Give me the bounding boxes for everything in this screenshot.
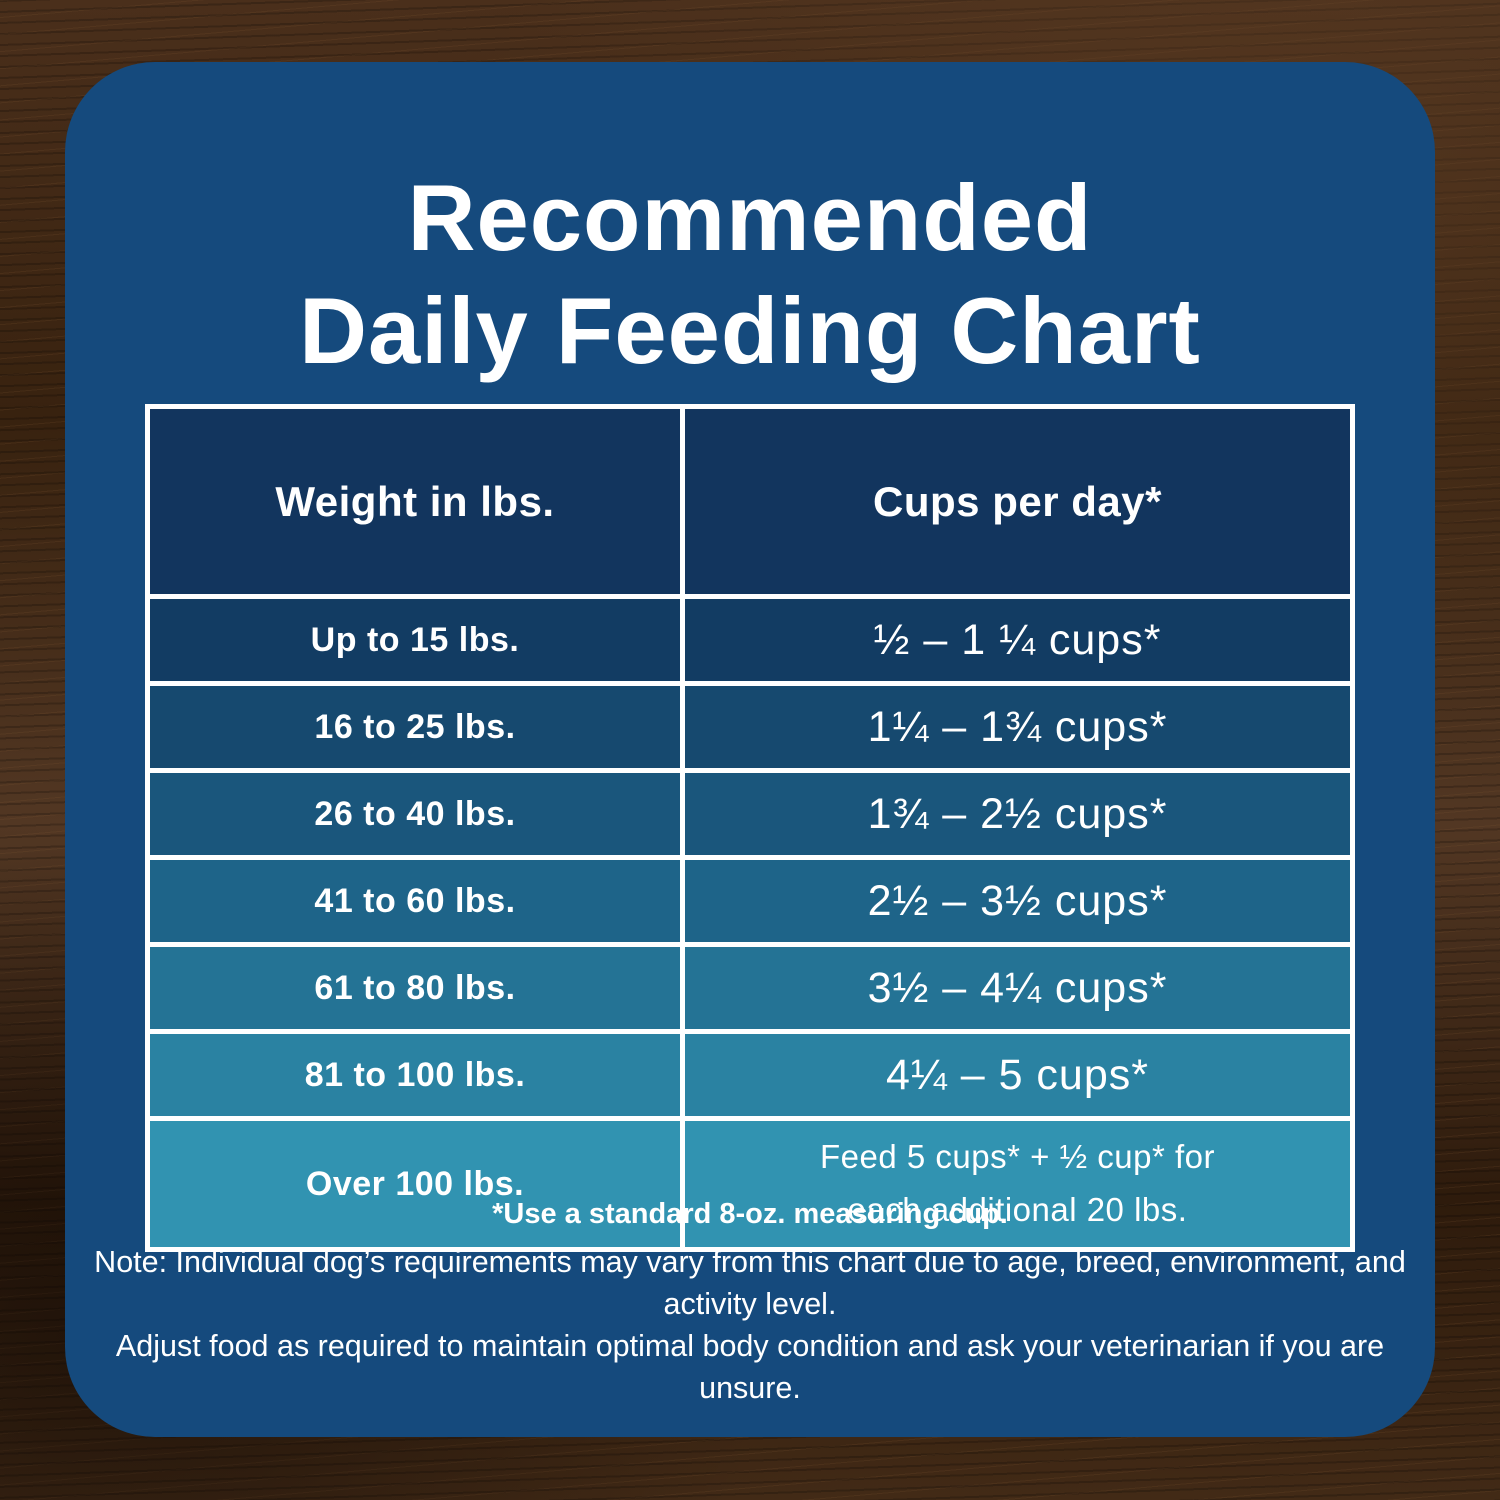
- title-line-2: Daily Feeding Chart: [299, 277, 1201, 383]
- cups-cell: ½ – 1 ¼ cups*: [685, 599, 1350, 681]
- header-weight: Weight in lbs.: [150, 409, 680, 594]
- weight-cell: Over 100 lbs.: [150, 1121, 680, 1247]
- adjust-food-note: Adjust food as required to maintain opti…: [115, 1328, 1385, 1405]
- footnotes: *Use a standard 8-oz. measuring cup. Not…: [65, 1198, 1435, 1409]
- cups-cell: Feed 5 cups* + ½ cup* for each additiona…: [685, 1121, 1350, 1247]
- weight-cell: 61 to 80 lbs.: [150, 947, 680, 1029]
- measuring-cup-note: *Use a standard 8-oz. measuring cup.: [492, 1197, 1008, 1230]
- header-cups: Cups per day*: [685, 409, 1350, 594]
- weight-cell: 41 to 60 lbs.: [150, 860, 680, 942]
- weight-cell: 26 to 40 lbs.: [150, 773, 680, 855]
- feeding-chart-card: Recommended Daily Feeding Chart Weight i…: [65, 62, 1435, 1437]
- weight-cell: 81 to 100 lbs.: [150, 1034, 680, 1116]
- page-title: Recommended Daily Feeding Chart: [65, 162, 1435, 388]
- title-line-1: Recommended: [407, 165, 1093, 270]
- cups-cell: 3½ – 4¼ cups*: [685, 947, 1350, 1029]
- feeding-table: Weight in lbs. Cups per day* Up to 15 lb…: [145, 404, 1355, 1252]
- cups-cell: 2½ – 3½ cups*: [685, 860, 1350, 942]
- weight-cell: Up to 15 lbs.: [150, 599, 680, 681]
- weight-cell: 16 to 25 lbs.: [150, 686, 680, 768]
- variance-note: Note: Individual dog’s requirements may …: [94, 1244, 1406, 1321]
- cups-cell: 1¾ – 2½ cups*: [685, 773, 1350, 855]
- cups-cell: 1¼ – 1¾ cups*: [685, 686, 1350, 768]
- cups-cell: 4¼ – 5 cups*: [685, 1034, 1350, 1116]
